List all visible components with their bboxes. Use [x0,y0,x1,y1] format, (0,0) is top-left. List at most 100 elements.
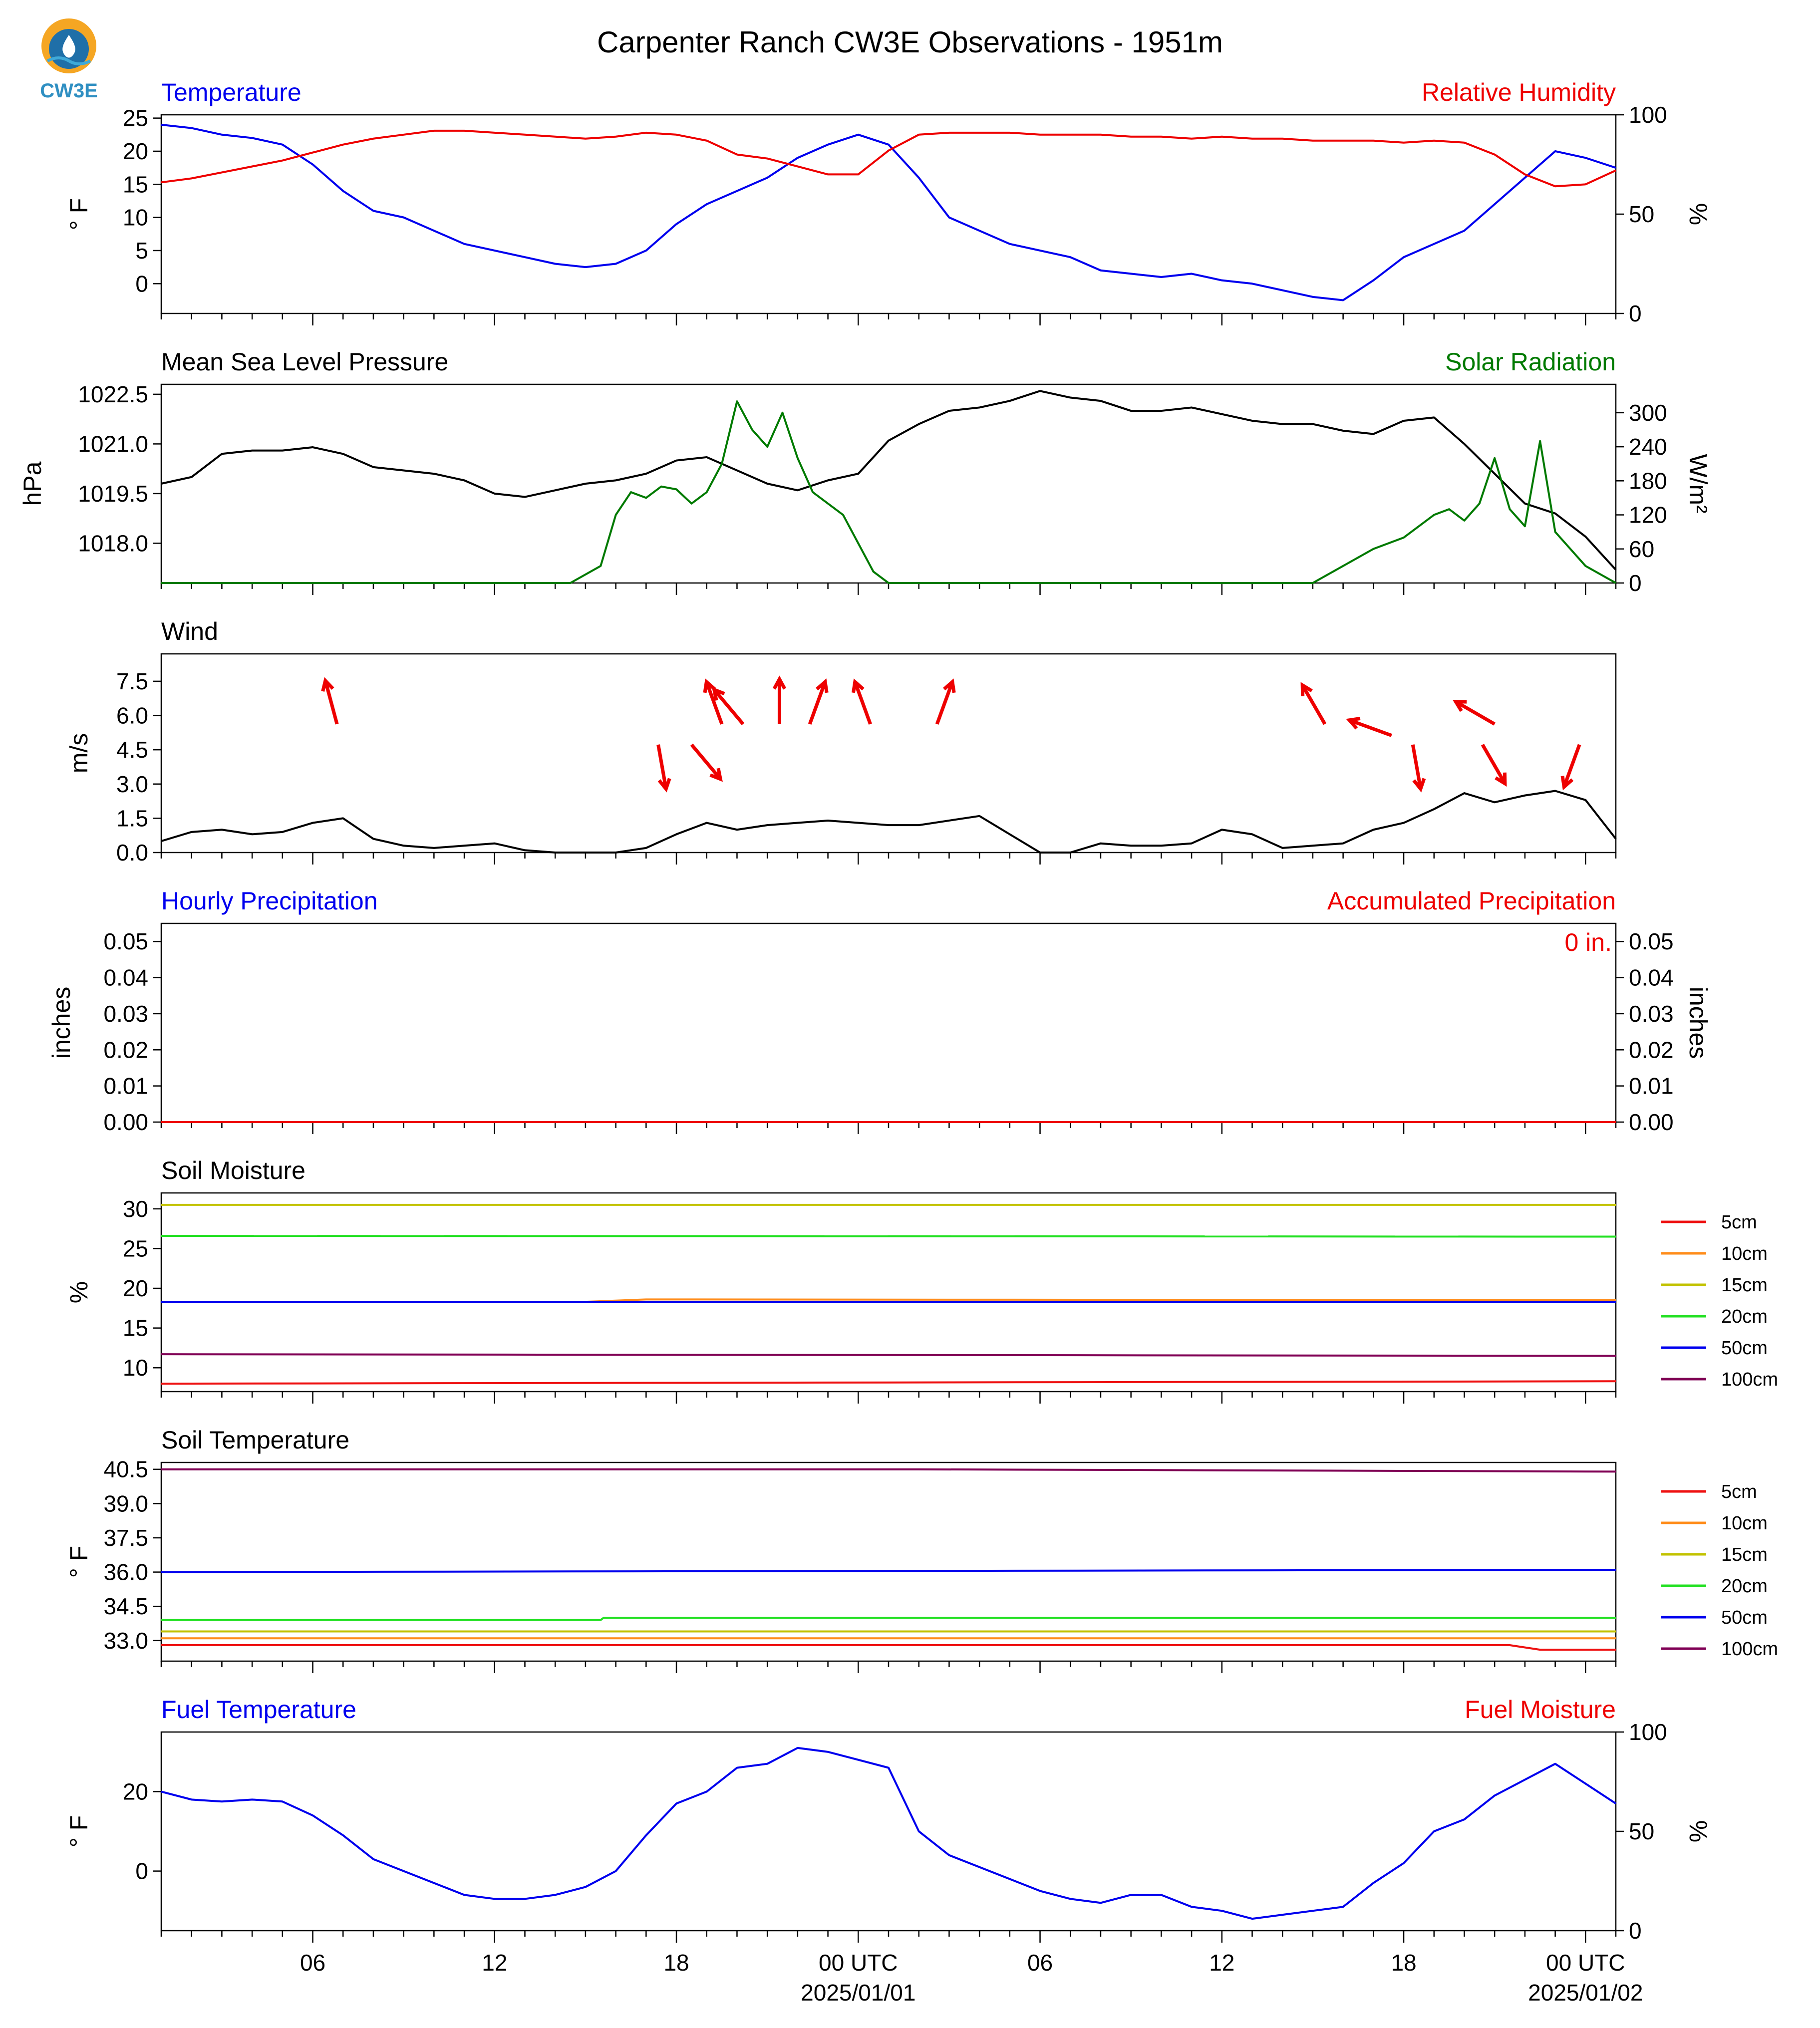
y-tick-label-left: 0.04 [103,965,148,991]
panel-pressure-solar: Mean Sea Level Pressure Solar Radiation 10… [18,348,1712,596]
y-tick-label-left: 34.5 [103,1593,148,1619]
y-axis-label-left: ° F [65,1815,93,1847]
y-tick-label-left: 1018.0 [78,530,148,556]
y-tick-label-left: 1019.5 [78,481,148,507]
arrow-head [657,778,671,793]
panel-title-left: Soil Temperature [161,1426,349,1454]
series-line-100cm [161,1468,1616,1473]
wind-direction-arrow [852,678,872,725]
wind-direction-arrow [772,675,787,724]
y-tick-label-right: 120 [1629,502,1667,528]
y-tick-label-left: 0.05 [103,928,148,954]
legend-label: 50cm [1721,1338,1768,1359]
y-axis-label-right: % [1684,203,1712,225]
wind-direction-arrow [321,677,339,725]
y-tick-label-right: 0.04 [1629,965,1674,991]
arrow-shaft [853,681,872,725]
arrow-shaft [323,680,339,725]
y-tick-label-right: 50 [1629,201,1654,227]
y-axis-label-right: % [1684,1820,1712,1842]
arrow-head [1452,699,1467,712]
x-tick-label: 18 [1391,1950,1416,1976]
series-line-100cm [161,1353,1616,1357]
chart-panels: Temperature Relative Humidity 0 5 10 15 20 25 ° … [18,78,1778,2006]
legend-label: 20cm [1721,1306,1768,1327]
arrow-shaft [935,681,954,725]
y-tick-label-left: 0.0 [116,840,148,866]
panel-fuel: Fuel Temperature Fuel Moisture 0 20 ° F 0 50 10… [65,1696,1712,2006]
series-line-solar-radiation [161,400,1616,584]
arrow-shaft [705,681,724,725]
y-tick-label-right: 300 [1629,400,1667,426]
x-tick-label: 06 [1027,1950,1053,1976]
legend: 5cm 10cm 15cm 20cm 50cm 100cm [1661,1481,1778,1660]
legend-label: 10cm [1721,1513,1768,1534]
wind-direction-arrow [703,678,724,725]
panel-title-left: Mean Sea Level Pressure [161,348,448,376]
y-tick-label-left: 3.0 [116,771,148,797]
panel-title-right: Fuel Moisture [1465,1696,1616,1724]
y-tick-label-left: 15 [123,1315,148,1341]
arrow-head [1560,776,1574,791]
wind-direction-arrow [1452,699,1496,726]
y-axis-label-left: inches [47,987,75,1059]
y-tick-label-left: 40.5 [103,1456,148,1482]
legend-label: 15cm [1721,1544,1768,1565]
legend-label: 5cm [1721,1212,1757,1233]
arrow-head [709,768,723,782]
wind-direction-arrow [712,687,745,725]
y-tick-label-left: 25 [123,105,148,131]
series-line-20cm [161,1617,1616,1621]
y-tick-label-right: 0.05 [1629,928,1674,954]
y-tick-label-right: 180 [1629,468,1667,494]
wind-direction-arrow [690,743,723,782]
panel-soil-moisture: Soil Moisture1015202530%5cm10cm15cm20cm5… [65,1157,1778,1404]
arrow-shaft [690,743,722,781]
series-line-50cm [161,1569,1616,1573]
legend-label: 50cm [1721,1607,1768,1628]
arrow-shaft [1411,744,1423,790]
y-tick-label-right: 0.00 [1629,1109,1674,1135]
series-line-fuel-temperature [161,1746,1617,1920]
y-tick-label-right: 0 [1629,570,1642,596]
y-tick-label-left: 1.5 [116,805,148,831]
arrow-head [772,675,787,690]
series-line-temperature [161,123,1616,301]
cw3e-logo: CW3E [40,18,98,102]
arrow-head [703,678,716,693]
y-tick-label-left: 0.01 [103,1073,148,1099]
y-tick-label-left: 10 [123,1355,148,1381]
arrow-head [1346,716,1361,730]
y-tick-label-right: 0 [1629,300,1642,326]
y-tick-label-right: 50 [1629,1818,1654,1844]
y-tick-label-right: 240 [1629,434,1667,460]
panel-title-left: Soil Moisture [161,1157,305,1184]
figure-title: Carpenter Ranch CW3E Observations - 1951… [597,25,1223,59]
legend-label: 5cm [1721,1481,1757,1502]
y-tick-label-right: 0.01 [1629,1073,1674,1099]
arrow-shaft [1348,718,1392,737]
x-date-label: 2025/01/02 [1528,1980,1643,2006]
logo-wave-icon [46,56,91,65]
legend-label: 20cm [1721,1576,1768,1597]
arrow-head [1300,682,1313,696]
y-tick-label-right: 0.02 [1629,1037,1674,1063]
wind-direction-arrow [1481,744,1507,787]
y-tick-label-left: 4.5 [116,737,148,763]
x-tick-label: 12 [1209,1950,1234,1976]
y-axis-label-left: ° F [65,198,93,230]
panel-precipitation: Hourly Precipitation Accumulated Precipit… [47,887,1712,1135]
y-axis-label-left: % [65,1281,93,1303]
legend-label: 15cm [1721,1275,1768,1296]
y-axis-label-right: W/m² [1684,454,1712,513]
y-tick-label-left: 30 [123,1196,148,1222]
panel-title-right: Relative Humidity [1422,78,1616,106]
arrow-head [852,678,865,693]
series-line-mean-sea-level-pressure [161,390,1617,571]
logo-text: CW3E [40,80,98,102]
x-tick-label: 18 [663,1950,689,1976]
y-tick-label-left: 36.0 [103,1559,148,1585]
y-tick-label-right: 0.03 [1629,1001,1674,1027]
arrow-shaft [808,681,827,725]
y-tick-label-left: 0 [135,1858,148,1884]
